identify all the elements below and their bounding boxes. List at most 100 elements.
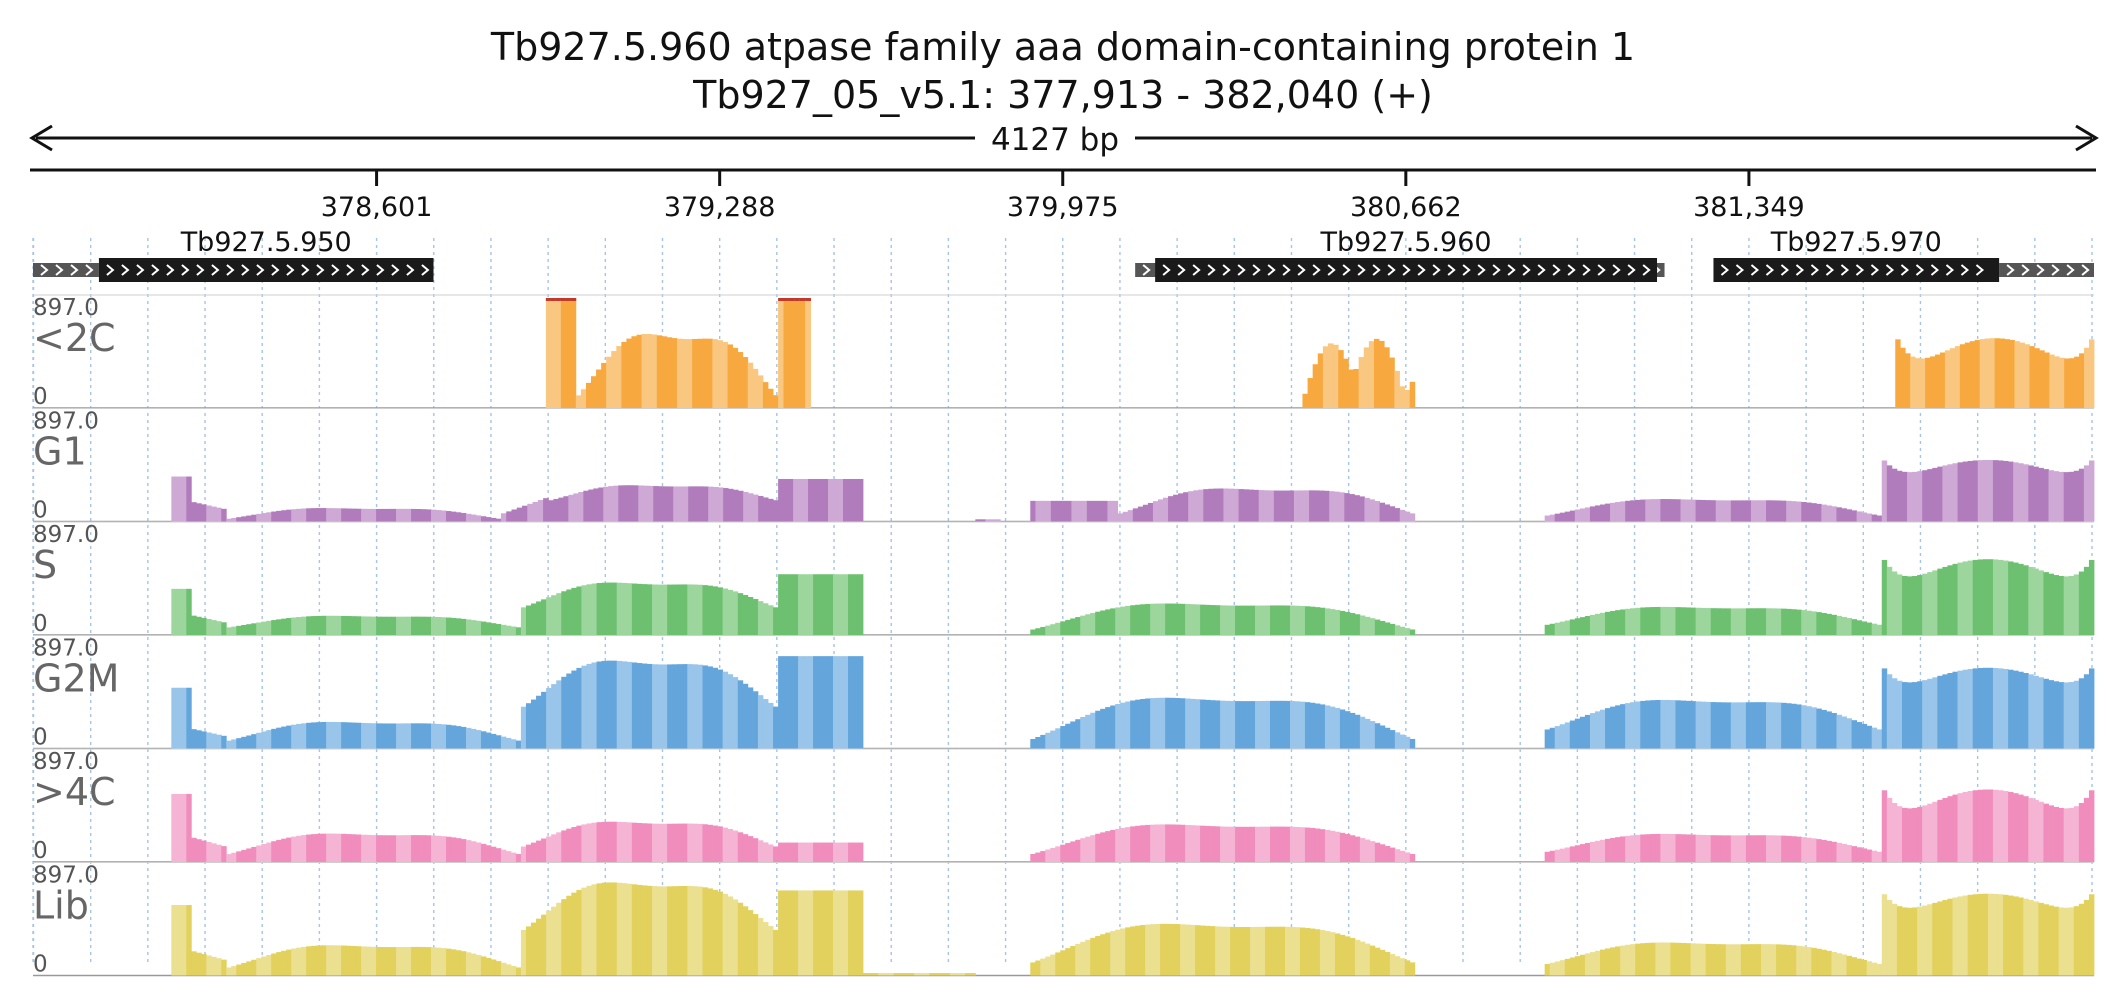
coverage-bar (1934, 354, 1941, 408)
coverage-bar (1796, 945, 1802, 976)
strand-arrow-icon (2036, 264, 2045, 276)
coverage-bar (286, 725, 292, 749)
coverage-bar (1289, 926, 1296, 976)
coverage-bar (828, 656, 834, 749)
coverage-bar (1125, 701, 1131, 749)
coverage-bar (1836, 507, 1842, 522)
coverage-bar (1274, 926, 1281, 976)
coverage-bar (2054, 356, 2060, 408)
coverage-bar (565, 299, 572, 408)
coverage-bar (606, 356, 612, 408)
coverage-bar (326, 833, 332, 862)
coverage-bar (2053, 906, 2060, 976)
coverage-bar (1205, 699, 1211, 749)
track-max-label: 897.0 (33, 295, 99, 321)
coverage-bar (1384, 504, 1391, 522)
coverage-bar (1554, 513, 1561, 522)
coverage-bar (196, 503, 202, 522)
coverage-bar (251, 623, 257, 635)
coverage-bar (1776, 500, 1782, 522)
coverage-bar (1344, 493, 1350, 522)
coverage-bar (631, 884, 638, 976)
coverage-bar (2009, 340, 2015, 408)
coverage-bar (1137, 506, 1144, 522)
coverage-bar (480, 516, 487, 522)
coverage-bar (970, 973, 976, 976)
coverage-bar (1574, 956, 1581, 976)
gene-model: Tb927.5.970 (1713, 227, 2094, 282)
coverage-bar (1579, 716, 1586, 749)
coverage-bar (1979, 339, 1986, 408)
coverage-bar (510, 626, 517, 635)
coverage-bar (672, 664, 678, 749)
track-panel: 897.00>4C (33, 748, 2095, 864)
coverage-bar (1544, 963, 1551, 976)
coverage-bar (2063, 907, 2070, 976)
coverage-bar (1942, 900, 1948, 976)
coverage-bar (1055, 500, 1062, 522)
coverage-bar (281, 618, 287, 635)
coverage-bar (1900, 347, 1906, 408)
coverage-bar (1942, 674, 1948, 749)
coverage-bar (641, 584, 648, 635)
coverage-bar (1409, 962, 1416, 976)
coverage-bar (788, 890, 794, 976)
coverage-bar (261, 956, 267, 976)
clip-marker (794, 298, 801, 301)
coverage-bar (2014, 341, 2020, 408)
coverage-bar (551, 684, 557, 749)
coverage-bar (1250, 826, 1256, 862)
coverage-bar (1630, 500, 1636, 522)
coverage-bar (1299, 701, 1306, 749)
strand-arrow-icon (241, 264, 250, 276)
coverage-bar (500, 624, 507, 635)
coverage-bar (1115, 929, 1121, 976)
coverage-bar (1309, 606, 1316, 635)
coverage-bar (351, 834, 357, 862)
coverage-bar (2024, 344, 2030, 408)
coverage-bar (231, 852, 237, 862)
coverage-bar (1343, 358, 1349, 408)
coverage-bar (1896, 470, 1903, 522)
coverage-bar (321, 833, 327, 862)
coverage-bar (1130, 926, 1136, 976)
coverage-bar (1384, 347, 1390, 408)
coverage-bar (1317, 353, 1324, 408)
coverage-bar (546, 687, 552, 749)
span-label: 4127 bp (991, 122, 1119, 158)
coverage-bar (2008, 561, 2014, 635)
coverage-bar (611, 351, 617, 408)
coverage-bar (1665, 942, 1671, 976)
coverage-bar (1755, 944, 1762, 976)
coverage-bar (628, 485, 634, 522)
coverage-bar (857, 574, 864, 635)
coverage-bar (1374, 842, 1381, 862)
coverage-bar (256, 513, 262, 522)
coverage-bar (306, 946, 312, 976)
coverage-bar (748, 493, 754, 522)
coverage-bar (1720, 835, 1727, 862)
coverage-bar (1901, 807, 1908, 862)
coverage-bar (1394, 625, 1401, 635)
coverage-bar (2048, 805, 2054, 862)
coverage-bar (1030, 962, 1036, 976)
coverage-bar (1061, 500, 1067, 522)
strand-arrow-icon (1960, 264, 1970, 276)
coverage-bar (431, 723, 437, 749)
coverage-bar (361, 946, 367, 976)
coverage-bar (1851, 957, 1858, 976)
coverage-bar (1142, 504, 1149, 522)
coverage-bar (326, 945, 332, 976)
track-min-label: 0 (33, 725, 48, 751)
coverage-bar (1075, 617, 1081, 635)
strand-arrow-icon (1582, 264, 1591, 276)
coverage-bar (1705, 835, 1712, 862)
coverage-bar (1856, 847, 1863, 862)
coverage-bar (1045, 956, 1051, 976)
coverage-bar (1140, 825, 1146, 862)
coverage-bar (525, 844, 532, 862)
coverage-bar (1304, 827, 1311, 862)
coverage-bar (1314, 490, 1320, 522)
coverage-bar (1160, 824, 1166, 862)
coverage-bar (1620, 836, 1626, 862)
